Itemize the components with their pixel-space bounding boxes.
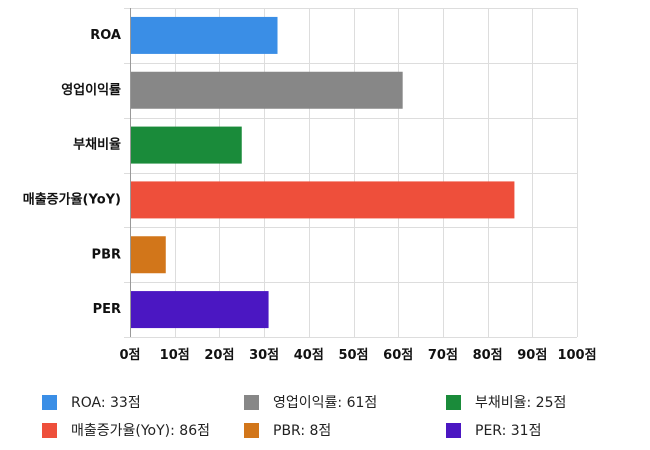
legend-swatch (446, 394, 461, 410)
bar[interactable] (131, 291, 269, 329)
category-label: 부채비율 (73, 137, 121, 153)
legend-swatch (42, 394, 57, 410)
legend-item[interactable]: PBR: 8점 (244, 420, 446, 440)
legend-swatch (42, 422, 57, 438)
x-tick-label: 0점 (119, 348, 140, 363)
category-label: ROA (90, 28, 121, 43)
x-tick-label: 20점 (204, 348, 234, 363)
bar[interactable] (131, 236, 166, 274)
legend-swatch (244, 422, 259, 438)
bar[interactable] (131, 71, 403, 109)
legend-label: PBR: 8점 (273, 423, 332, 439)
x-tick-label: 60점 (383, 348, 413, 363)
x-tick-label: 40점 (294, 348, 324, 363)
legend-item[interactable]: 영업이익률: 61점 (244, 392, 446, 412)
x-tick-label: 70점 (428, 348, 458, 363)
legend-label: ROA: 33점 (71, 395, 141, 411)
x-tick-label: 10점 (160, 348, 190, 363)
x-tick-label: 90점 (517, 348, 547, 363)
legend-label: 매출증가율(YoY): 86점 (71, 423, 210, 439)
legend-label: 부채비율: 25점 (475, 395, 567, 411)
x-tick-label: 50점 (338, 348, 368, 363)
legend-item[interactable]: PER: 31점 (446, 420, 642, 440)
x-tick-label: 30점 (249, 348, 279, 363)
legend-swatch (446, 422, 461, 438)
legend-label: 영업이익률: 61점 (273, 395, 378, 411)
grid-lines (124, 8, 578, 338)
x-tick-label: 80점 (473, 348, 503, 363)
legend-label: PER: 31점 (475, 423, 542, 439)
bar[interactable] (131, 181, 515, 219)
category-label: 영업이익률 (61, 82, 121, 98)
bar[interactable] (131, 16, 278, 54)
x-tick-label: 100점 (557, 348, 596, 363)
legend-swatch (244, 394, 259, 410)
legend-item[interactable]: 부채비율: 25점 (446, 392, 642, 412)
legend-item[interactable]: 매출증가율(YoY): 86점 (42, 420, 244, 440)
category-label: 매출증가율(YoY) (23, 191, 121, 207)
x-tick-labels: 0점 10점 20점 30점 40점 50점 60점 70점 80점 90점 100점 (119, 348, 596, 363)
legend-item[interactable]: ROA: 33점 (42, 392, 244, 412)
bar[interactable] (131, 126, 242, 164)
category-label: PER (93, 302, 121, 317)
bars (131, 16, 515, 329)
category-label: PBR (92, 247, 121, 262)
